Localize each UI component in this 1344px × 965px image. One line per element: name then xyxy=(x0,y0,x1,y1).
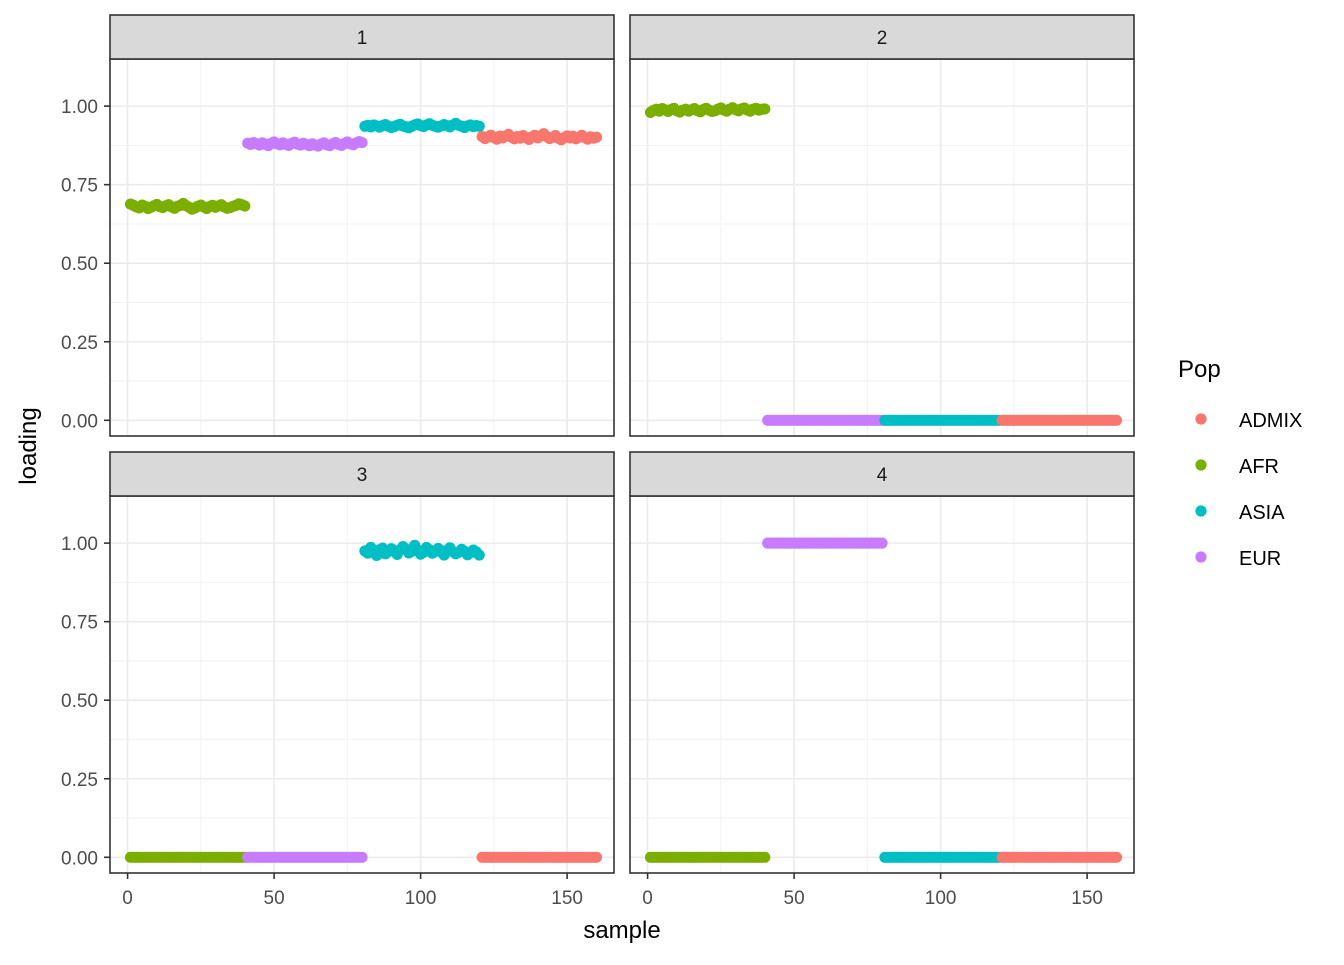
facet-panel-2: 2 xyxy=(629,14,1135,437)
panel-grid xyxy=(110,59,614,436)
legend-label: EUR xyxy=(1239,548,1281,570)
legend-key-afr xyxy=(1195,459,1207,471)
data-point-afr xyxy=(759,851,771,863)
legend-item-asia[interactable]: ASIA xyxy=(1195,502,1285,524)
data-point-eur xyxy=(876,537,888,549)
data-point-asia xyxy=(473,120,485,132)
facet-panel-1: 1 xyxy=(109,14,615,437)
panel-grid xyxy=(110,496,614,873)
facet-panel-4: 4 xyxy=(629,451,1135,874)
facet-strip-label: 1 xyxy=(357,28,368,49)
panel-grid xyxy=(630,59,1134,436)
x-tick-label: 0 xyxy=(122,888,133,909)
x-tick-label: 50 xyxy=(784,888,805,909)
legend-item-admix[interactable]: ADMIX xyxy=(1195,410,1302,432)
legend-key-admix xyxy=(1195,413,1207,425)
panel-points xyxy=(644,102,1123,426)
facet-strip xyxy=(629,14,1135,60)
legend-key-eur xyxy=(1195,551,1207,563)
panel-background xyxy=(110,59,614,436)
facet-strip-label: 4 xyxy=(877,465,888,486)
facet-strip xyxy=(109,451,615,497)
y-tick-label: 1.00 xyxy=(61,534,98,555)
y-tick-label: 0.00 xyxy=(61,411,98,432)
facet-strip xyxy=(109,14,615,60)
legend-item-afr[interactable]: AFR xyxy=(1195,456,1279,478)
y-axis-title: loading xyxy=(15,407,42,484)
y-tick-label: 0.00 xyxy=(61,848,98,869)
facet-panels: 1 2 3 4 xyxy=(109,14,1135,874)
x-tick-label: 100 xyxy=(925,888,957,909)
data-point-eur xyxy=(356,851,368,863)
legend-label: AFR xyxy=(1239,456,1279,478)
data-point-admix xyxy=(590,131,603,143)
y-tick-label: 0.25 xyxy=(61,770,98,791)
legend-item-eur[interactable]: EUR xyxy=(1195,548,1281,570)
axes: 0.00 0.25 0.50 0.75 1.00 0.00 0.25 0.50 0.75 1.00… xyxy=(15,97,1103,944)
x-tick-label: 100 xyxy=(405,888,437,909)
x-tick-label: 50 xyxy=(264,888,285,909)
data-point-admix xyxy=(1110,851,1123,863)
panel-points xyxy=(124,117,603,215)
data-point-admix xyxy=(590,851,603,863)
panel-background xyxy=(630,59,1134,436)
x-tick-label: 150 xyxy=(551,888,583,909)
y-tick-label: 0.25 xyxy=(61,333,98,354)
y-tick-label: 0.50 xyxy=(61,254,98,275)
x-tick-label: 0 xyxy=(642,888,653,909)
facet-strip-label: 2 xyxy=(877,28,888,49)
panel-background xyxy=(110,496,614,873)
data-point-afr xyxy=(759,103,771,115)
data-point-afr xyxy=(239,200,251,212)
panel-background xyxy=(630,496,1134,873)
data-point-eur xyxy=(356,136,368,149)
x-axis-title: sample xyxy=(583,917,660,944)
legend-key-asia xyxy=(1195,505,1207,517)
legend-title: Pop xyxy=(1178,356,1221,383)
facet-panel-3: 3 xyxy=(109,451,615,874)
facet-strip-label: 3 xyxy=(357,465,368,486)
y-tick-label: 0.75 xyxy=(61,613,98,634)
legend-label: ASIA xyxy=(1239,502,1285,524)
panel-points xyxy=(124,539,603,863)
data-point-admix xyxy=(1110,414,1123,426)
x-tick-label: 150 xyxy=(1071,888,1103,909)
facet-strip xyxy=(629,451,1135,497)
panel-points xyxy=(644,537,1123,863)
legend[interactable]: Pop ADMIX AFR ASIA EUR xyxy=(1178,356,1302,570)
y-tick-label: 0.75 xyxy=(61,176,98,197)
y-tick-label: 0.50 xyxy=(61,691,98,712)
data-point-asia xyxy=(473,549,485,561)
legend-label: ADMIX xyxy=(1239,410,1302,432)
y-tick-label: 1.00 xyxy=(61,97,98,118)
